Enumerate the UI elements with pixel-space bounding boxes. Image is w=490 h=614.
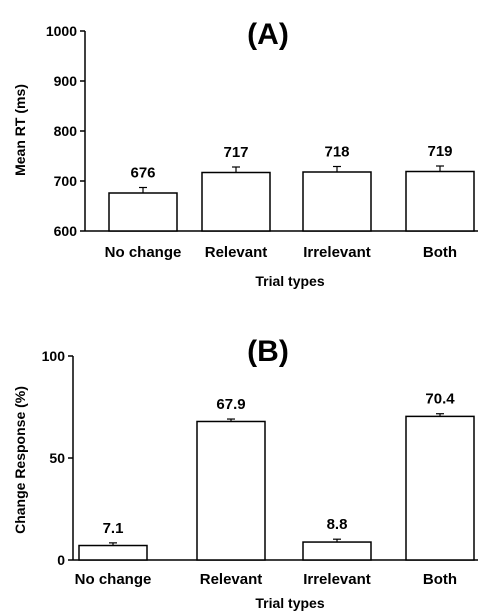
panel-b-data-label: 8.8 (327, 516, 348, 533)
panel-b-marks: 0 50 100 7.1 No change 67.9 Relevant 8.8 Irrelev… (42, 348, 478, 588)
panel-a: (A) Mean RT (ms) Trial types 600 700 800 90… (12, 18, 478, 289)
panel-a-marks: 600 700 800 900 1000 676 No change 717 Relevant 7… (46, 23, 478, 261)
panel-a-category-label: Irrelevant (303, 244, 371, 261)
panel-a-ytick-label: 600 (54, 223, 78, 239)
panel-a-bar (201, 171, 271, 232)
panel-a-data-label: 676 (130, 165, 155, 182)
panel-a-title: (A) (247, 18, 289, 51)
panel-b-data-label: 70.4 (425, 391, 455, 408)
panel-a-category-label: Relevant (205, 244, 268, 261)
panel-b-data-label: 67.9 (216, 396, 245, 413)
panel-a-data-label: 718 (324, 144, 349, 161)
panel-a-category-label: No change (105, 244, 182, 261)
panel-a-ytick-label: 1000 (46, 23, 77, 39)
panel-b-bar (405, 415, 475, 561)
panel-a-ylabel: Mean RT (ms) (12, 84, 28, 176)
panel-a-xlabel: Trial types (255, 273, 324, 289)
panel-a-data-label: 719 (427, 143, 452, 160)
panel-b-bar (196, 420, 266, 561)
panel-b-bar (302, 541, 372, 561)
panel-a-bar (405, 170, 475, 232)
panel-a-category-label: Both (423, 244, 457, 261)
panel-b-title: (B) (247, 335, 289, 368)
panel-b-category-label: Both (423, 571, 457, 588)
panel-a-bar (302, 171, 372, 232)
panel-b-xlabel: Trial types (255, 595, 324, 611)
panel-b-ytick-label: 100 (42, 348, 66, 364)
panel-b-ytick-label: 0 (57, 552, 65, 568)
panel-b-bar (78, 544, 148, 561)
panel-a-ytick-label: 700 (54, 173, 78, 189)
panel-b-category-label: No change (75, 571, 152, 588)
panel-b-category-label: Relevant (200, 571, 263, 588)
panel-b-category-label: Irrelevant (303, 571, 371, 588)
panel-a-ytick-label: 900 (54, 73, 78, 89)
panel-b: (B) Change Response (%) Trial types 0 50 1… (12, 335, 478, 611)
panel-b-ylabel: Change Response (%) (12, 386, 28, 534)
panel-a-ytick-label: 800 (54, 123, 78, 139)
panel-b-data-label: 7.1 (103, 520, 124, 537)
panel-a-bar (108, 192, 178, 232)
panel-b-ytick-label: 50 (49, 450, 65, 466)
panel-a-data-label: 717 (223, 144, 248, 161)
